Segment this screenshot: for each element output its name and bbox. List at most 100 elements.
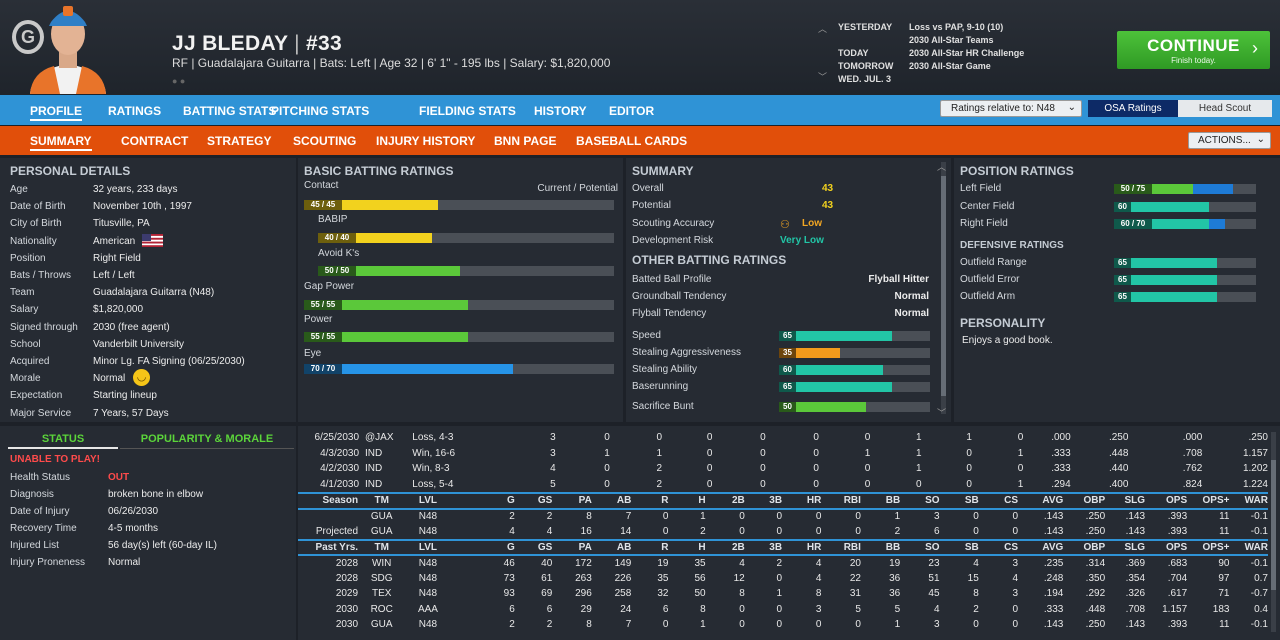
table-cell: OBP [1063,538,1106,555]
rating-bar-fill [779,382,892,392]
table-row[interactable]: 4/3/2030 IND Win, 16-6 3 1 1 0 0 0 1 1 0 1 .333 .448 .7… [298,446,1268,462]
tab-ratings[interactable]: RATINGS [108,104,162,118]
actions-button[interactable]: ACTIONS... ⌄ [1188,132,1271,149]
table-row[interactable]: 4/2/2030 IND Win, 8-3 4 0 2 0 0 0 0 1 0 0 .333 .440 .76… [298,461,1268,477]
table-cell: GUA [370,619,393,631]
tab-pitching-stats[interactable]: PITCHING STATS [271,104,370,118]
table-row: GUA N48 2 2 8 7 0 1 0 0 0 0 1 3 0 0.143.250.143.393 11 -0… [298,507,1268,524]
rating-bar: 55 / 55 [304,300,614,310]
table-cell: 4 [509,525,515,537]
personal-label: Position [10,252,46,264]
personal-value: Left / Left [93,270,135,281]
table-cell: H [668,492,706,509]
table-cell: .369 [1105,554,1146,571]
table-header-row: Past Yrs. TM LVL G GS PA AB R H 2B 3B HR RBI BB SO SB CS… [298,538,1268,555]
table-cell: -0.1 [1229,554,1268,571]
table-cell: GUA [370,525,393,537]
schedule-down-icon[interactable]: ﹀ [818,72,828,82]
tab-batting-stats[interactable]: BATTING STATS [183,104,277,118]
table-cell: 7 [625,619,632,631]
tab-status[interactable]: STATUS [8,430,118,449]
table-cell: 31 [849,588,861,600]
table-cell: .448 [1108,447,1129,459]
rating-bar: 40 / 40 [318,233,614,243]
table-cell: CS [978,492,1018,509]
table-cell: .194 [1043,588,1064,600]
rating-bar-fill [1114,184,1194,194]
stats-scrollbar[interactable] [1271,432,1276,632]
continue-button[interactable]: CONTINUE Finish today. › [1117,31,1270,69]
tab-editor[interactable]: EDITOR [609,104,655,118]
scroll-down-icon[interactable]: ﹀ [937,408,947,418]
other-rating-value: Normal [894,308,929,319]
table-cell: 11 [1187,507,1230,524]
personal-label: Acquired [10,356,50,367]
osa-ratings-toggle[interactable]: OSA Ratings [1088,100,1178,117]
table-cell: .704 [1167,572,1188,584]
head-scout-toggle[interactable]: Head Scout [1178,100,1272,117]
tab-injury-history[interactable]: INJURY HISTORY [376,134,476,148]
personal-label: Nationality [10,235,57,247]
tab-strategy[interactable]: STRATEGY [207,134,272,148]
scroll-up-icon[interactable]: ︿ [937,162,947,172]
schedule-event: 2030 All-Star Game [909,61,991,71]
tab-contract[interactable]: CONTRACT [121,134,189,148]
table-cell: 2 [450,507,515,524]
table-cell: 1.202 [1242,463,1268,475]
status-label: Health Status [10,472,71,483]
summary-scrollbar[interactable] [941,162,946,414]
summary-value: 43 [822,183,834,194]
table-cell: 4/1/2030 [320,478,360,490]
personal-label: Bats / Throws [10,270,71,281]
stats-table: Season TM LVL G GS PA AB R H 2B 3B HR RBI BB SO SB CS AVG… [298,492,1268,633]
basic-batting-title: BASIC BATTING RATINGS [304,164,454,178]
table-cell: 1.157 [1242,447,1268,459]
tab-popularity-morale[interactable]: POPULARITY & MORALE [120,430,294,449]
schedule-event: Loss vs PAP, 9-10 (10) [909,22,1004,32]
batting-rating-name: Gap Power [304,281,355,292]
personal-value: Titusville, PA [93,218,150,230]
other-rating-label: Groundball Tendency [632,291,727,302]
table-cell: OBP [1063,492,1106,509]
table-cell: 0.7 [1254,572,1268,584]
rating-bar-fill [1114,201,1210,212]
table-cell: 0 [782,507,822,524]
league-logo[interactable]: G [12,20,44,54]
table-cell: .350 [1085,572,1106,584]
ratings-relative-select[interactable]: Ratings relative to: N48 ⌄ [940,100,1082,117]
tab-profile[interactable]: PROFILE [30,104,83,121]
tab-fielding-stats[interactable]: FIELDING STATS [419,104,516,118]
rating-bar-fill [304,364,513,374]
table-cell: 4 [1012,572,1018,584]
rating-bar: 65 [779,382,930,392]
table-cell: OPS [1145,538,1188,555]
tab-scouting[interactable]: SCOUTING [293,134,357,148]
table-cell: TM [358,492,406,509]
rating-bar-fill [304,332,468,342]
table-cell: PA [552,492,592,509]
tab-history[interactable]: HISTORY [534,104,587,118]
table-row[interactable]: 6/25/2030 @JAX Loss, 4-3 3 0 0 0 0 0 0 1 1 0 .000 .250… [298,430,1268,446]
tab-summary[interactable]: SUMMARY [30,134,92,151]
portrait-page-dots[interactable]: ● ● [172,76,186,86]
table-row[interactable]: 4/1/2030 IND Loss, 5-4 5 0 2 0 0 0 0 0 0 1 .294 .400 .8… [298,477,1268,493]
tab-bnn-page[interactable]: BNN PAGE [494,134,557,148]
table-cell: 4 [933,603,940,615]
table-cell: RBI [821,492,861,509]
table-cell: 69 [541,588,553,600]
table-cell: 4 [939,554,979,571]
tab-baseball-cards[interactable]: BASEBALL CARDS [576,134,688,148]
table-cell: 0 [760,463,766,475]
summary-title: SUMMARY [632,164,694,178]
schedule-up-icon[interactable]: ︿ [818,24,828,34]
table-cell: Win, 8-3 [412,463,450,475]
batting-rating-name: Eye [304,348,322,359]
table-cell: 0 [821,507,861,524]
batting-rating-name: BABIP [318,214,348,225]
table-cell: 0 [966,463,972,475]
rating-bar-value: 65 [1114,275,1131,285]
table-cell: 3 [1012,588,1018,600]
table-cell: 1 [916,463,922,475]
table-row: 2029 TEX N48 93 69 296 258 32 50 8 1 8 31 36 45 8 3 .194.… [298,586,1268,602]
table-cell: 8 [552,507,592,524]
